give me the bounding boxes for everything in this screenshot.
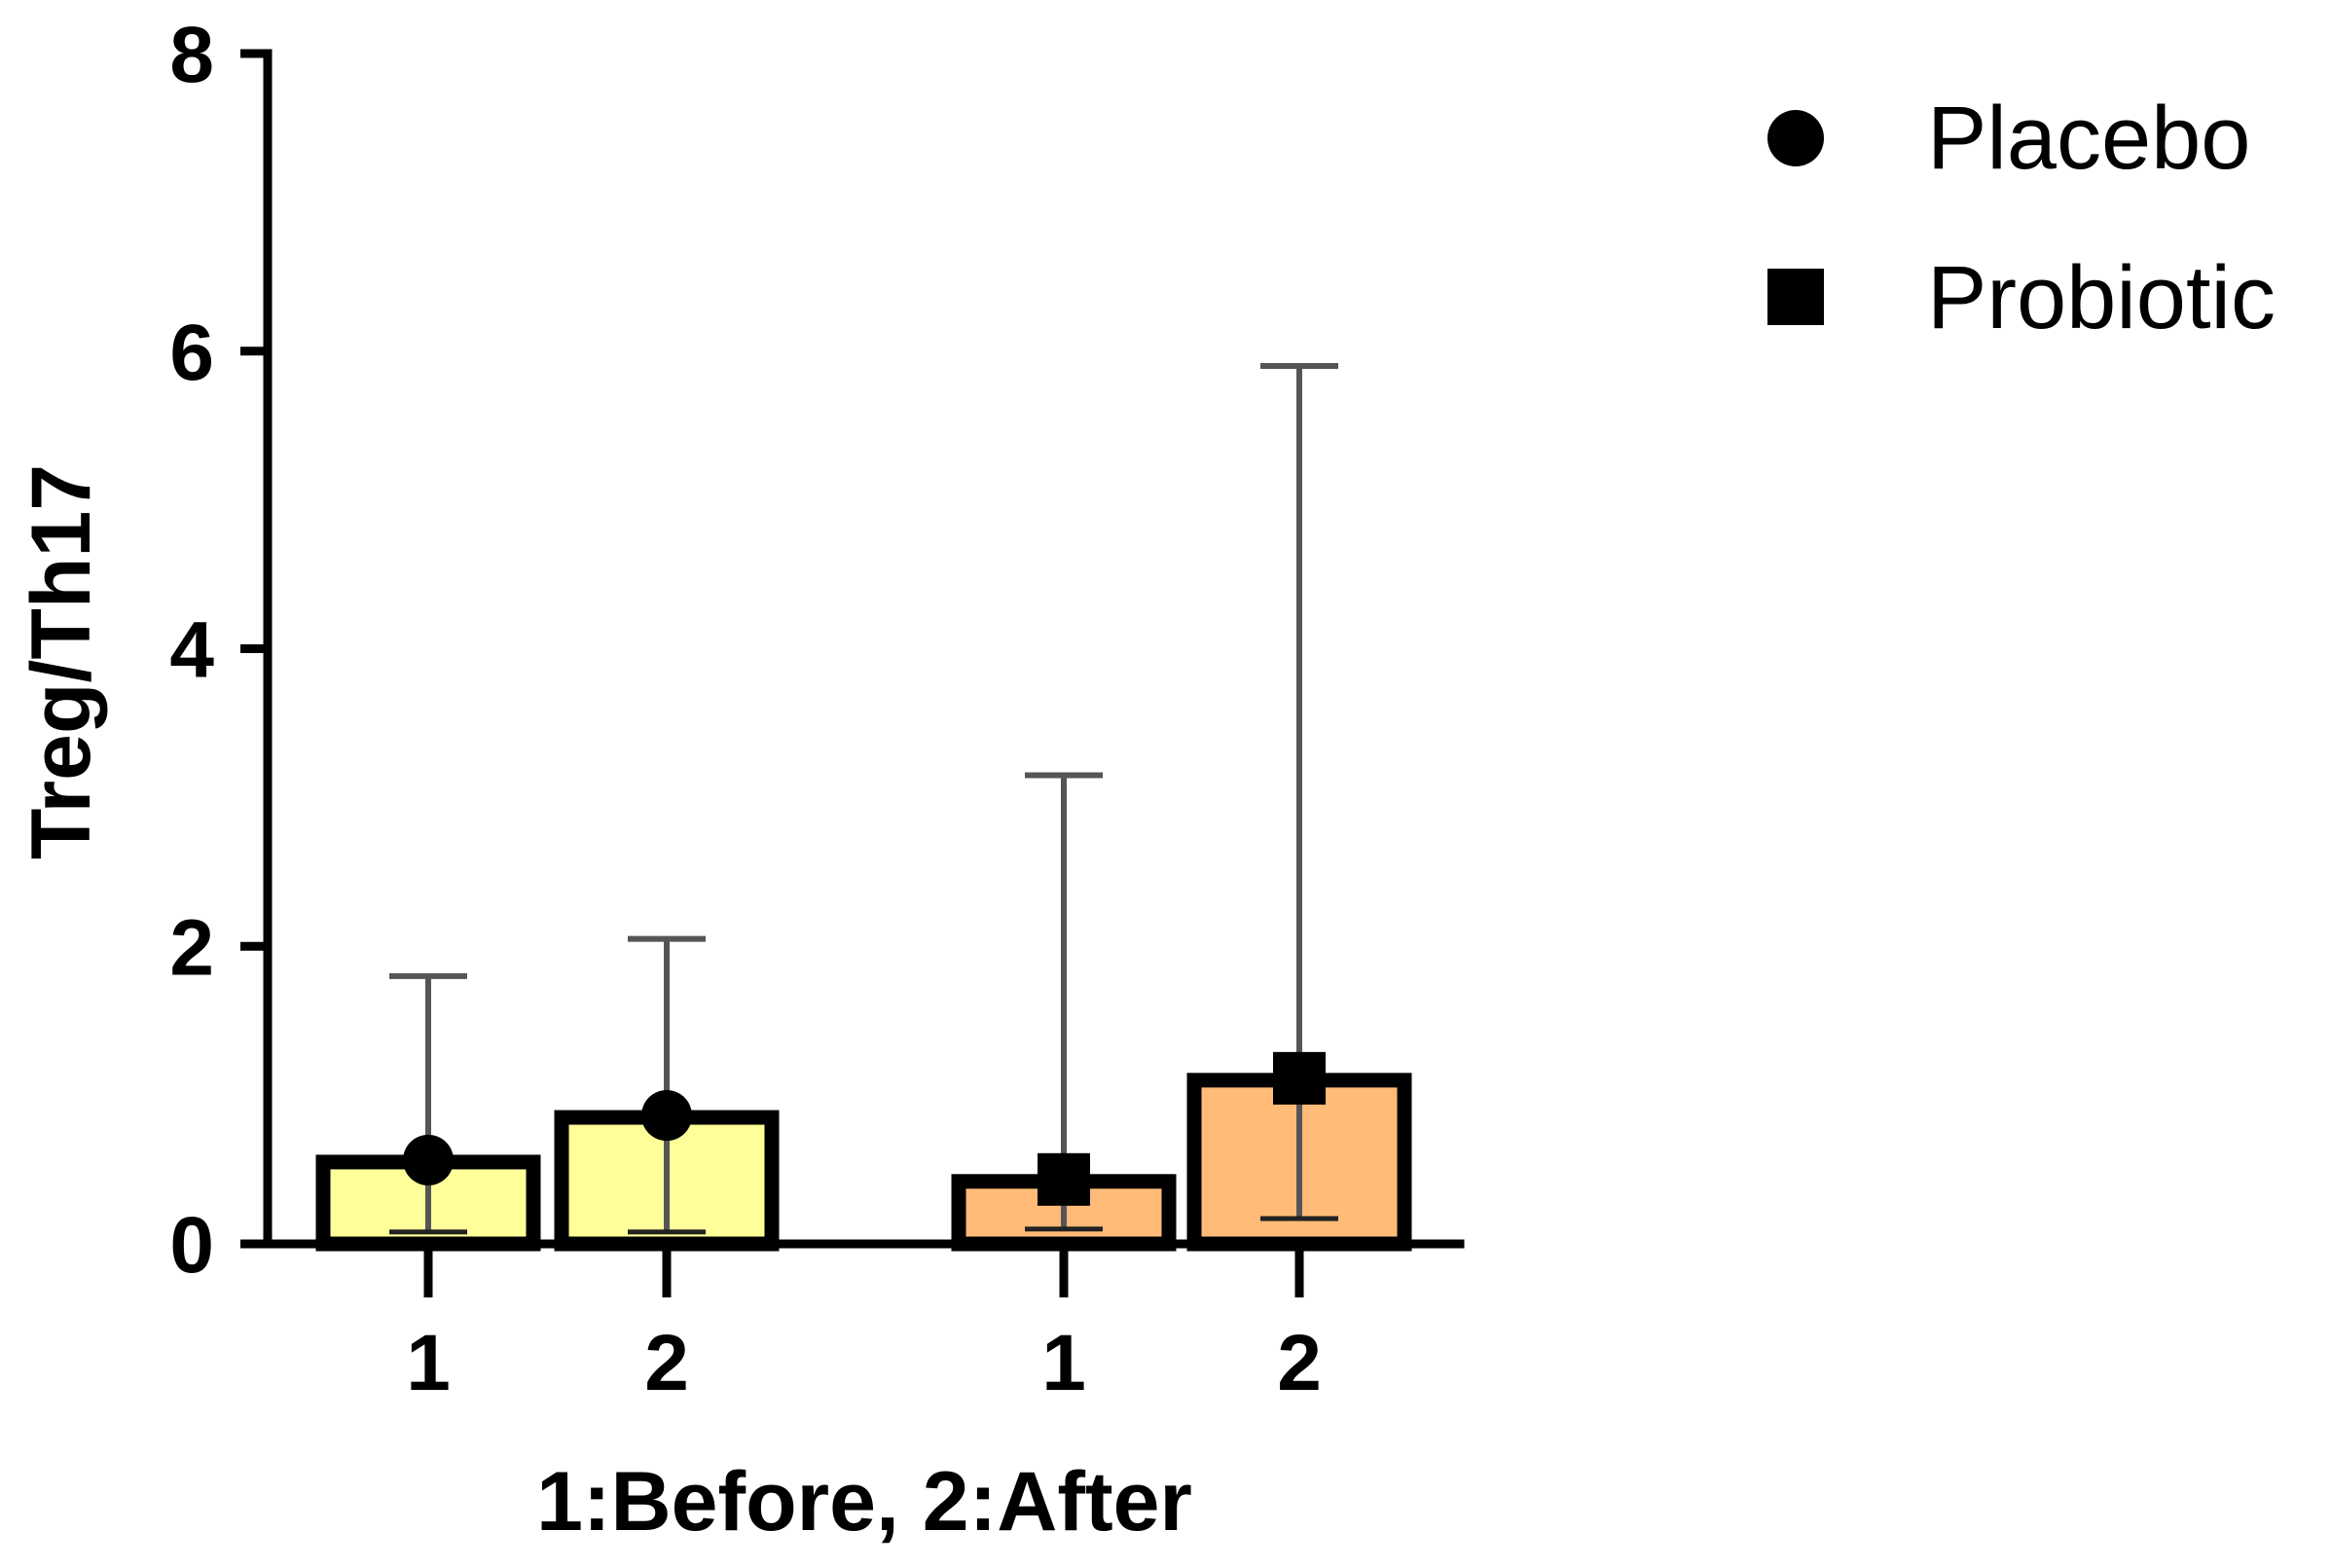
x-tick-label: 2 xyxy=(644,1319,689,1407)
y-tick-label: 8 xyxy=(169,11,214,99)
x-tick-label: 1 xyxy=(1041,1319,1086,1407)
marker-probiotic xyxy=(1273,1051,1326,1105)
legend: Placebo Probiotic xyxy=(1767,89,2276,347)
y-tick-label: 4 xyxy=(169,606,214,695)
marker-placebo xyxy=(403,1134,454,1185)
y-axis-title: Treg/Th17 xyxy=(15,464,108,859)
bars xyxy=(315,1073,1412,1252)
marker-probiotic xyxy=(1038,1152,1090,1206)
marker-placebo xyxy=(641,1090,692,1142)
x-tick-label: 1 xyxy=(406,1319,451,1407)
legend-placebo-label: Placebo xyxy=(1927,89,2250,188)
x-tick-label: 2 xyxy=(1277,1319,1322,1407)
legend-placebo-marker xyxy=(1767,110,1824,166)
x-axis-title: 1:Before, 2:After xyxy=(536,1455,1192,1549)
markers xyxy=(403,1051,1326,1206)
legend-probiotic-label: Probiotic xyxy=(1927,248,2276,347)
legend-probiotic-marker xyxy=(1767,269,1824,325)
y-tick-label: 6 xyxy=(169,309,214,397)
y-tick-label: 2 xyxy=(169,903,214,992)
y-tick-label: 0 xyxy=(169,1201,214,1290)
tick-labels: 0 2 4 6 8 1 2 1 2 xyxy=(169,11,1321,1407)
